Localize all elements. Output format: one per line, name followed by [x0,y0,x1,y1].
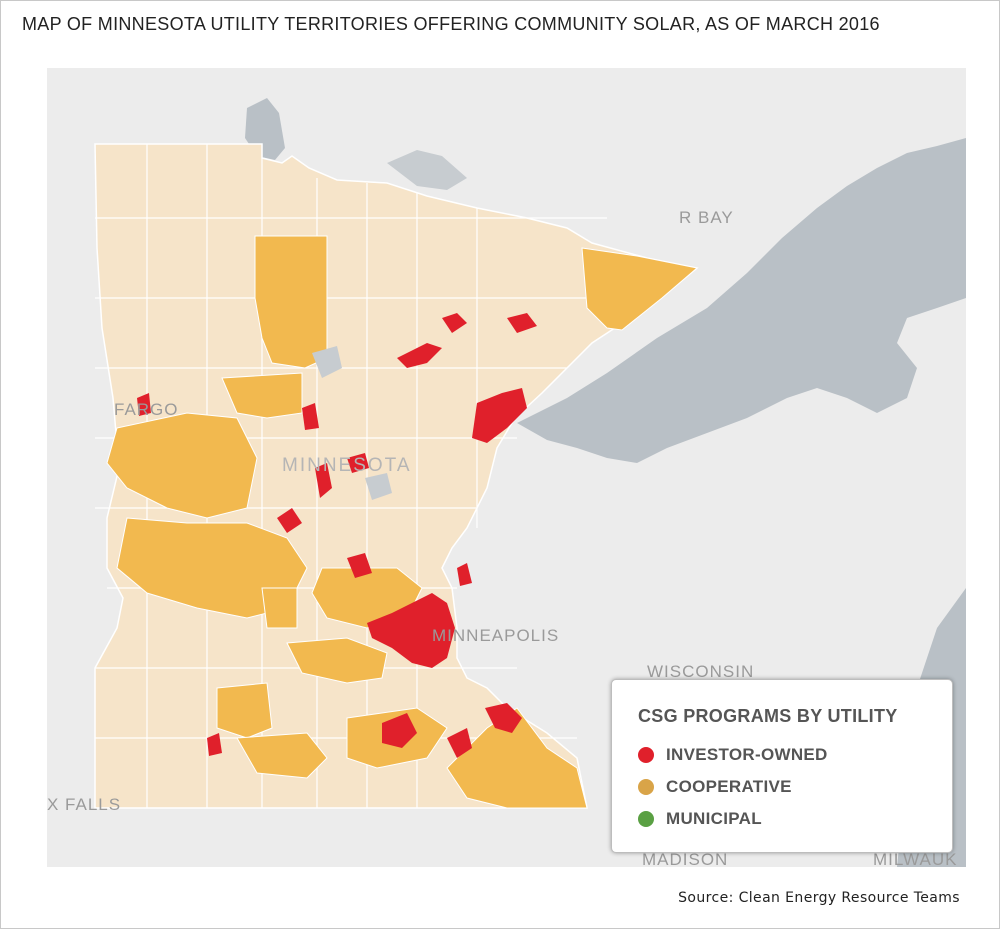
label-duluth-bay: R BAY [679,208,734,227]
investor-owned-swatch-icon [638,747,654,763]
legend-label: INVESTOR-OWNED [666,745,828,764]
label-fargo: FARGO [114,400,179,419]
map-canvas [94,98,966,867]
investor-owned-territories [137,313,537,758]
municipal-swatch-icon [638,811,654,827]
figure-title: MAP OF MINNESOTA UTILITY TERRITORIES OFF… [22,14,880,34]
map-legend: CSG PROGRAMS BY UTILITY INVESTOR-OWNED C… [611,679,953,853]
label-wisconsin: WISCONSIN [647,662,755,681]
lake-superior [517,138,966,463]
map-viewport[interactable]: R BAY FARGO MINNESOTA MINNEAPOLIS WISCON… [47,68,966,867]
label-minnesota: MINNESOTA [282,455,412,476]
source-caption: Source: Clean Energy Resource Teams [678,890,960,906]
label-milwaukee: MILWAUK [873,850,958,867]
legend-item-investor-owned: INVESTOR-OWNED [638,744,828,766]
inland-lakes [312,346,392,500]
cooperative-territories [106,235,699,809]
label-sioux-falls: X FALLS [47,795,122,814]
legend-item-cooperative: COOPERATIVE [638,776,792,798]
legend-item-municipal: MUNICIPAL [638,808,762,830]
label-minneapolis: MINNEAPOLIS [432,626,560,645]
legend-label: COOPERATIVE [666,777,792,796]
rainy-lake [387,150,467,190]
cooperative-swatch-icon [638,779,654,795]
legend-label: MUNICIPAL [666,809,762,828]
label-madison: MADISON [642,850,729,867]
legend-title: CSG PROGRAMS BY UTILITY [638,706,898,726]
